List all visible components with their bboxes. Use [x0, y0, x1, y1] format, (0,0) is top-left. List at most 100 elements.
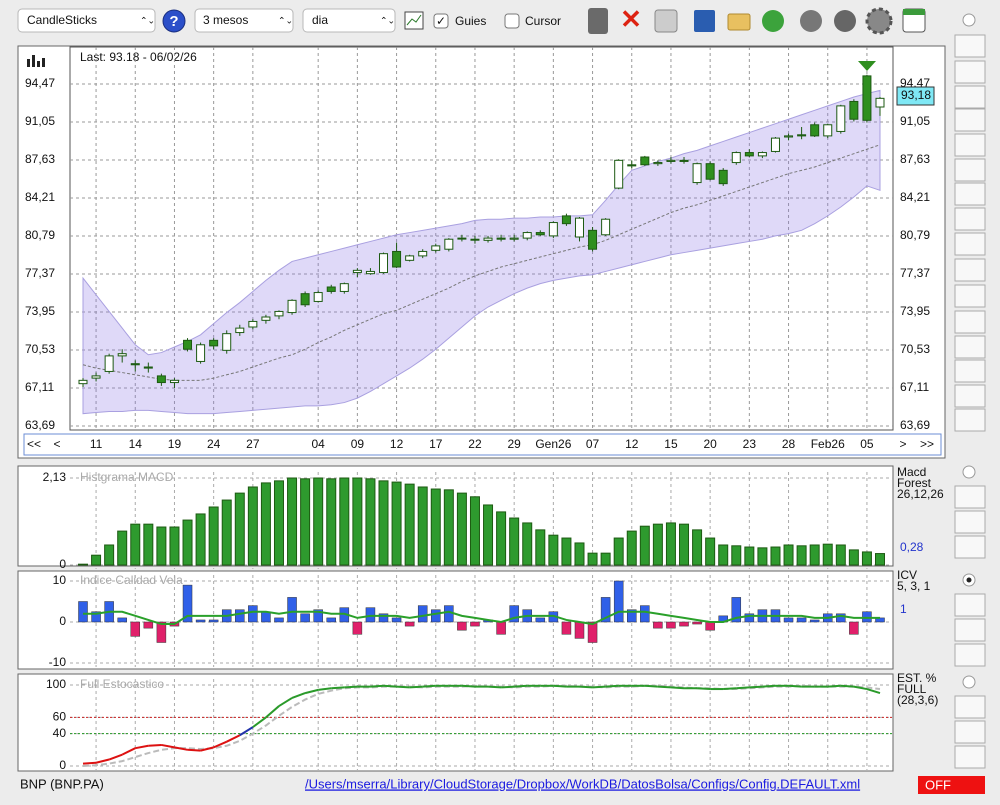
macd-bar [456, 492, 467, 566]
icv-bar [404, 621, 415, 627]
chart-type-select[interactable] [17, 8, 156, 33]
stoch-k-segment [265, 705, 280, 719]
side-button[interactable] [954, 485, 986, 509]
candle-body [104, 355, 114, 372]
side-button[interactable] [954, 745, 986, 769]
icv-bar [613, 580, 624, 623]
macd-bar [587, 552, 598, 566]
side-button[interactable] [954, 335, 986, 359]
side-button[interactable] [954, 207, 986, 231]
euro-icon[interactable] [834, 10, 856, 32]
side-button[interactable] [954, 384, 986, 408]
cursor-checkbox[interactable] [504, 13, 520, 29]
x-tick-label: 15 [664, 437, 678, 451]
panel-label: 5, 3, 1 [897, 579, 931, 593]
candle-body [365, 270, 375, 275]
stoch-k-segment [226, 734, 241, 743]
icv-bar [248, 605, 258, 623]
radio[interactable] [962, 465, 976, 479]
nav-button[interactable]: << [27, 437, 41, 451]
candle-body [183, 339, 193, 350]
period-select[interactable] [194, 8, 294, 33]
config-path[interactable]: /Users/mserra/Library/CloudStorage/Dropb… [305, 776, 860, 791]
candle-body [313, 292, 323, 302]
side-button[interactable] [954, 643, 986, 667]
candle-body [770, 137, 780, 152]
icv-bar [796, 617, 807, 623]
side-button[interactable] [954, 408, 986, 432]
icv-bar [91, 611, 101, 623]
side-button[interactable] [954, 310, 986, 334]
nav-button[interactable]: >> [920, 437, 934, 451]
stoch-k-segment [304, 688, 319, 695]
macd-bar [443, 489, 454, 566]
macd-bar [613, 537, 624, 566]
nav-button[interactable]: > [899, 437, 906, 451]
side-button[interactable] [954, 258, 986, 282]
chart-type-text: CandleSticks [27, 13, 97, 27]
save-icon[interactable] [694, 10, 715, 32]
macd-bar [430, 488, 441, 566]
x-tick-label: 09 [351, 437, 365, 451]
stoch-k-segment [200, 746, 214, 752]
refresh-icon[interactable] [762, 10, 784, 32]
stoch-k-segment [827, 684, 841, 688]
side-button[interactable] [954, 720, 986, 744]
nav-button[interactable]: < [53, 437, 60, 451]
side-button[interactable] [954, 60, 986, 84]
y-tick-label-left: 80,79 [25, 228, 55, 242]
trash-icon[interactable] [588, 8, 608, 34]
candle-body [731, 152, 741, 164]
macd-bar [692, 529, 703, 566]
side-button[interactable] [954, 284, 986, 308]
side-button[interactable] [954, 359, 986, 383]
help-button[interactable] [162, 9, 186, 33]
moving-average [82, 144, 881, 381]
icv-bar [261, 611, 271, 623]
side-button[interactable] [954, 593, 986, 617]
side-button[interactable] [954, 618, 986, 642]
side-button[interactable] [954, 108, 986, 132]
candle-body [352, 269, 362, 274]
interval-select[interactable] [302, 8, 396, 33]
side-button[interactable] [954, 133, 986, 157]
stoch-k-segment [487, 685, 502, 689]
side-button[interactable] [954, 34, 986, 58]
macd-bar [574, 542, 585, 566]
x-tick-label: 14 [129, 437, 143, 451]
candle-body [261, 316, 271, 321]
last-label: Last: 93.18 - 06/02/26 [80, 50, 197, 64]
side-button[interactable] [954, 535, 986, 559]
candle-body [169, 379, 179, 384]
panel-label: EST. % [897, 671, 937, 685]
side-button[interactable] [954, 158, 986, 182]
macd-bar [718, 544, 729, 566]
side-button[interactable] [954, 510, 986, 534]
side-button[interactable] [954, 232, 986, 256]
y-tick-label-left: 84,21 [25, 190, 55, 204]
macd-bar [757, 547, 768, 566]
side-button[interactable] [954, 182, 986, 206]
side-button[interactable] [954, 85, 986, 109]
icv-bar [274, 617, 284, 623]
panel-label: 26,12,26 [897, 487, 944, 501]
x-tick-label: 24 [207, 437, 221, 451]
side-button[interactable] [954, 695, 986, 719]
y-tick-label: -10 [49, 655, 67, 669]
currency-icon[interactable] [800, 10, 822, 32]
icv-bar [849, 621, 859, 635]
guides-checkbox[interactable] [433, 13, 449, 29]
candle-body [810, 124, 820, 137]
icv-bar [836, 613, 846, 623]
delete-icon[interactable]: ✕ [620, 4, 642, 34]
state-box[interactable] [918, 776, 985, 794]
radio[interactable] [962, 13, 976, 27]
icv-bar [130, 621, 141, 637]
icv-bar [143, 621, 154, 629]
open-icon[interactable] [727, 13, 751, 31]
stoch-k-segment [762, 684, 776, 688]
ticker: BNP (BNP.PA) [20, 776, 104, 791]
radio[interactable] [962, 675, 976, 689]
settings-icon[interactable] [865, 7, 893, 35]
print-icon[interactable] [654, 9, 678, 33]
